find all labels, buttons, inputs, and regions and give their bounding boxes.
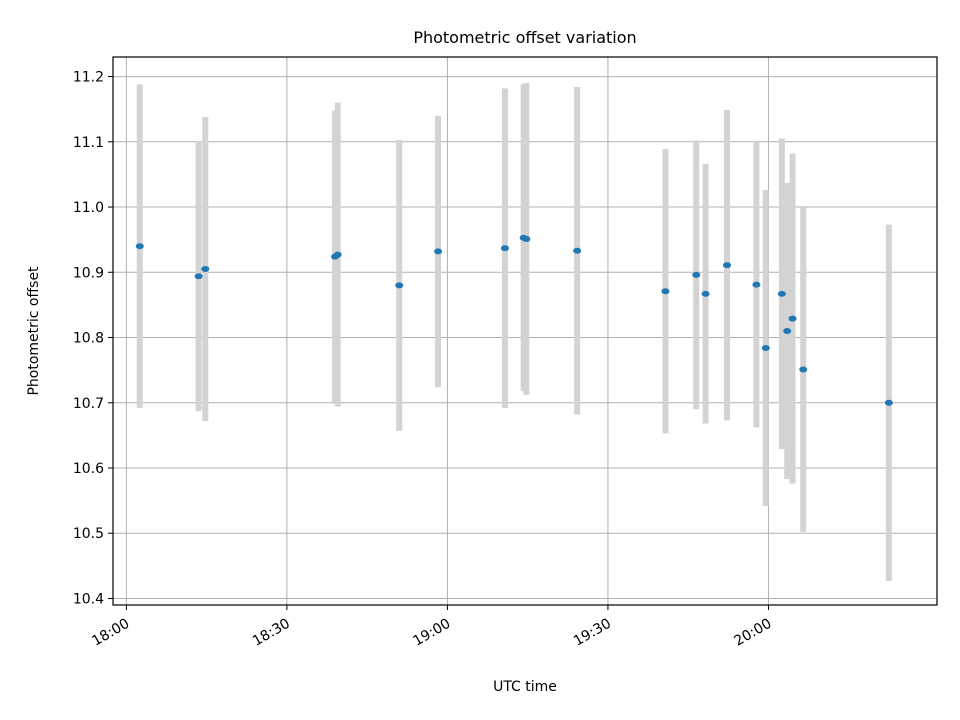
y-tick-label: 10.9 xyxy=(73,265,104,281)
data-point xyxy=(434,248,443,255)
data-point xyxy=(194,273,203,280)
data-point xyxy=(722,262,731,269)
data-point xyxy=(395,282,404,289)
y-tick-label: 11.0 xyxy=(73,200,104,216)
data-point xyxy=(692,271,701,278)
data-point xyxy=(752,281,761,288)
data-point xyxy=(333,251,342,258)
y-tick-label: 10.6 xyxy=(73,461,104,477)
data-point xyxy=(573,247,582,254)
y-tick-label: 11.1 xyxy=(73,135,104,151)
plot-area: 18:00 18:30 19:00 19:30 20:00 10.410.510.610… xyxy=(73,56,938,650)
chart-title: Photometric offset variation xyxy=(413,28,636,47)
y-tick-label: 10.8 xyxy=(73,331,104,347)
data-point xyxy=(522,236,531,243)
data-point xyxy=(661,288,670,295)
data-points xyxy=(135,234,893,406)
data-point xyxy=(777,290,786,297)
y-tick-label: 10.7 xyxy=(73,396,104,412)
y-tick-label: 11.2 xyxy=(73,70,104,86)
y-tick-label: 10.4 xyxy=(73,591,104,607)
y-axis: 10.4 10.5 10.6 10.7 10.8 10.9 11.0 11.1 11.2 xyxy=(73,70,113,607)
data-point xyxy=(761,344,770,351)
data-point xyxy=(500,245,509,252)
y-tick-label: 10.5 xyxy=(73,526,104,542)
data-point xyxy=(201,266,210,273)
x-axis-label: UTC time xyxy=(493,679,557,695)
data-point xyxy=(701,290,710,297)
data-point xyxy=(783,328,792,334)
data-point xyxy=(884,399,893,406)
data-point xyxy=(788,315,797,322)
y-axis-label: Photometric offset xyxy=(26,266,42,396)
plot-frame xyxy=(112,56,938,606)
data-point xyxy=(135,243,144,250)
data-point xyxy=(799,366,808,373)
